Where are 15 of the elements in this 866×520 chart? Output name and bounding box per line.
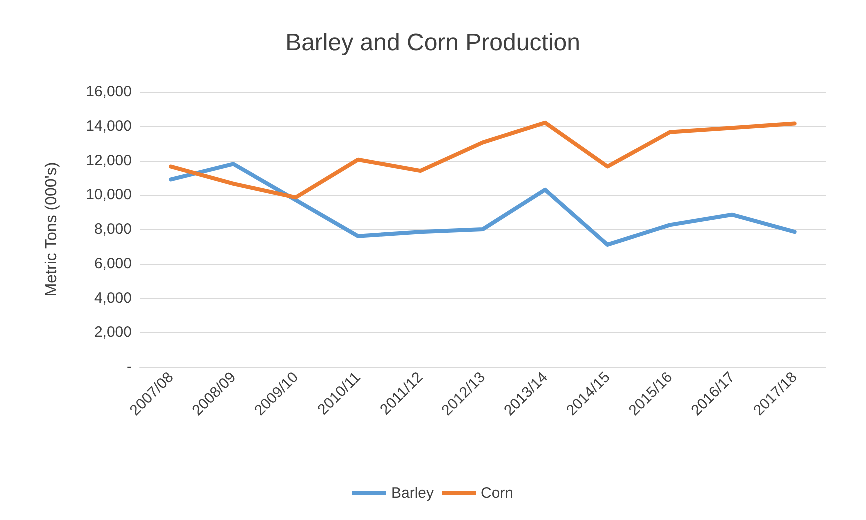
y-tick-label: 4,000	[94, 290, 132, 307]
chart-title: Barley and Corn Production	[286, 30, 580, 56]
y-tick-label: 8,000	[94, 221, 132, 238]
y-tick-label: 12,000	[86, 152, 132, 170]
line-series	[169, 120, 797, 200]
legend-label: Barley	[391, 485, 435, 502]
y-tick-label: 10,000	[86, 186, 132, 204]
y-axis-title: Metric Tons (000's)	[44, 162, 60, 297]
y-tick-label: -	[127, 358, 132, 376]
legend-label: Corn	[481, 485, 514, 502]
y-tick-label: 2,000	[94, 324, 132, 342]
line-series	[169, 162, 797, 247]
y-tick-label: 16,000	[86, 84, 132, 100]
y-tick-label: 14,000	[86, 118, 132, 135]
y-tick-label: 6,000	[94, 255, 132, 272]
